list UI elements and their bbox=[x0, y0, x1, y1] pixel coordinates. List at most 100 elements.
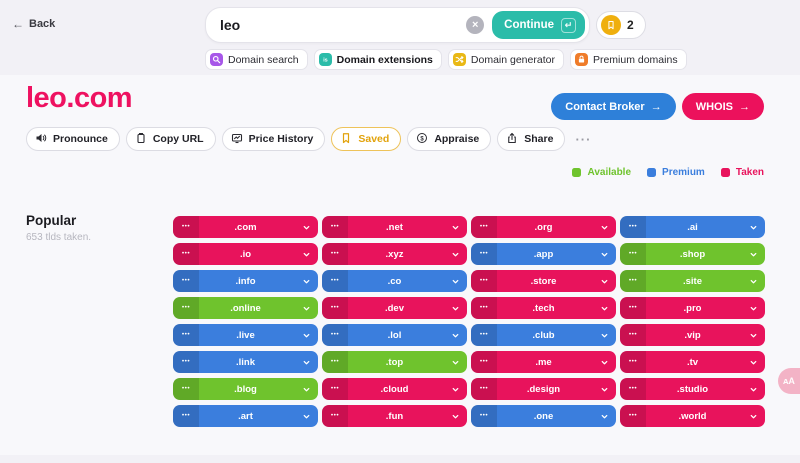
appraise-button[interactable]: $ Appraise bbox=[407, 127, 492, 151]
chevron-down-icon[interactable] bbox=[741, 351, 765, 373]
chevron-down-icon[interactable] bbox=[592, 378, 616, 400]
chevron-down-icon[interactable] bbox=[294, 324, 318, 346]
tld-options-button[interactable]: ••• bbox=[471, 216, 497, 238]
tld-pill-world[interactable]: ••• .world bbox=[620, 405, 765, 427]
chevron-down-icon[interactable] bbox=[741, 378, 765, 400]
chevron-down-icon[interactable] bbox=[592, 297, 616, 319]
more-actions-button[interactable]: ··· bbox=[571, 132, 595, 147]
tld-options-button[interactable]: ••• bbox=[620, 216, 646, 238]
tld-options-button[interactable]: ••• bbox=[620, 351, 646, 373]
tld-pill-one[interactable]: ••• .one bbox=[471, 405, 616, 427]
tld-options-button[interactable]: ••• bbox=[173, 405, 199, 427]
chevron-down-icon[interactable] bbox=[294, 297, 318, 319]
tld-options-button[interactable]: ••• bbox=[173, 297, 199, 319]
chevron-down-icon[interactable] bbox=[592, 324, 616, 346]
clear-search-button[interactable]: × bbox=[466, 16, 485, 34]
tld-options-button[interactable]: ••• bbox=[471, 405, 497, 427]
tld-options-button[interactable]: ••• bbox=[471, 378, 497, 400]
tld-pill-com[interactable]: ••• .com bbox=[173, 216, 318, 238]
chevron-down-icon[interactable] bbox=[294, 405, 318, 427]
whois-button[interactable]: WHOIS → bbox=[681, 93, 764, 120]
tld-options-button[interactable]: ••• bbox=[620, 405, 646, 427]
price-history-button[interactable]: Price History bbox=[221, 127, 326, 151]
tld-options-button[interactable]: ••• bbox=[471, 324, 497, 346]
tld-options-button[interactable]: ••• bbox=[322, 216, 348, 238]
saved-domains-counter[interactable]: 2 bbox=[596, 11, 646, 39]
tld-pill-vip[interactable]: ••• .vip bbox=[620, 324, 765, 346]
tld-pill-me[interactable]: ••• .me bbox=[471, 351, 616, 373]
tld-options-button[interactable]: ••• bbox=[173, 378, 199, 400]
tld-pill-tv[interactable]: ••• .tv bbox=[620, 351, 765, 373]
chevron-down-icon[interactable] bbox=[741, 324, 765, 346]
tld-options-button[interactable]: ••• bbox=[322, 270, 348, 292]
chevron-down-icon[interactable] bbox=[294, 270, 318, 292]
tld-pill-xyz[interactable]: ••• .xyz bbox=[322, 243, 467, 265]
chevron-down-icon[interactable] bbox=[443, 270, 467, 292]
tld-pill-design[interactable]: ••• .design bbox=[471, 378, 616, 400]
tld-pill-app[interactable]: ••• .app bbox=[471, 243, 616, 265]
tld-pill-art[interactable]: ••• .art bbox=[173, 405, 318, 427]
chevron-down-icon[interactable] bbox=[443, 243, 467, 265]
saved-button[interactable]: Saved bbox=[331, 127, 402, 151]
continue-button[interactable]: Continue ↵ bbox=[492, 11, 585, 39]
tld-pill-link[interactable]: ••• .link bbox=[173, 351, 318, 373]
chevron-down-icon[interactable] bbox=[592, 351, 616, 373]
tld-pill-tech[interactable]: ••• .tech bbox=[471, 297, 616, 319]
tab-premium-domains[interactable]: Premium domains bbox=[569, 49, 687, 70]
tld-pill-blog[interactable]: ••• .blog bbox=[173, 378, 318, 400]
chevron-down-icon[interactable] bbox=[443, 324, 467, 346]
chevron-down-icon[interactable] bbox=[443, 216, 467, 238]
tld-options-button[interactable]: ••• bbox=[620, 378, 646, 400]
tld-pill-live[interactable]: ••• .live bbox=[173, 324, 318, 346]
tld-options-button[interactable]: ••• bbox=[322, 405, 348, 427]
tld-options-button[interactable]: ••• bbox=[322, 324, 348, 346]
chevron-down-icon[interactable] bbox=[443, 405, 467, 427]
pronounce-button[interactable]: Pronounce bbox=[26, 127, 120, 151]
tld-options-button[interactable]: ••• bbox=[620, 297, 646, 319]
tld-options-button[interactable]: ••• bbox=[173, 324, 199, 346]
share-button[interactable]: Share bbox=[497, 127, 566, 151]
tld-pill-net[interactable]: ••• .net bbox=[322, 216, 467, 238]
tab-domain-extensions[interactable]: is Domain extensions bbox=[313, 49, 442, 70]
tld-options-button[interactable]: ••• bbox=[173, 216, 199, 238]
tld-pill-cloud[interactable]: ••• .cloud bbox=[322, 378, 467, 400]
tld-options-button[interactable]: ••• bbox=[322, 243, 348, 265]
chevron-down-icon[interactable] bbox=[592, 405, 616, 427]
tld-options-button[interactable]: ••• bbox=[471, 351, 497, 373]
tld-options-button[interactable]: ••• bbox=[322, 378, 348, 400]
tld-options-button[interactable]: ••• bbox=[173, 243, 199, 265]
search-input[interactable] bbox=[206, 17, 467, 33]
copy-url-button[interactable]: Copy URL bbox=[125, 127, 216, 151]
tld-pill-shop[interactable]: ••• .shop bbox=[620, 243, 765, 265]
tld-options-button[interactable]: ••• bbox=[173, 351, 199, 373]
chevron-down-icon[interactable] bbox=[294, 216, 318, 238]
chevron-down-icon[interactable] bbox=[294, 351, 318, 373]
tld-pill-io[interactable]: ••• .io bbox=[173, 243, 318, 265]
tld-pill-fun[interactable]: ••• .fun bbox=[322, 405, 467, 427]
chevron-down-icon[interactable] bbox=[443, 378, 467, 400]
tld-pill-pro[interactable]: ••• .pro bbox=[620, 297, 765, 319]
chevron-down-icon[interactable] bbox=[741, 270, 765, 292]
tld-pill-top[interactable]: ••• .top bbox=[322, 351, 467, 373]
tld-options-button[interactable]: ••• bbox=[620, 324, 646, 346]
chevron-down-icon[interactable] bbox=[741, 405, 765, 427]
tld-options-button[interactable]: ••• bbox=[620, 270, 646, 292]
tld-pill-org[interactable]: ••• .org bbox=[471, 216, 616, 238]
tld-pill-online[interactable]: ••• .online bbox=[173, 297, 318, 319]
chevron-down-icon[interactable] bbox=[592, 243, 616, 265]
tld-pill-site[interactable]: ••• .site bbox=[620, 270, 765, 292]
tld-pill-studio[interactable]: ••• .studio bbox=[620, 378, 765, 400]
tld-pill-club[interactable]: ••• .club bbox=[471, 324, 616, 346]
back-button[interactable]: ← Back bbox=[12, 17, 55, 31]
chevron-down-icon[interactable] bbox=[741, 297, 765, 319]
chevron-down-icon[interactable] bbox=[741, 216, 765, 238]
chevron-down-icon[interactable] bbox=[592, 270, 616, 292]
tld-pill-store[interactable]: ••• .store bbox=[471, 270, 616, 292]
tab-domain-search[interactable]: Domain search bbox=[205, 49, 308, 70]
contact-broker-button[interactable]: Contact Broker → bbox=[551, 93, 676, 120]
tld-options-button[interactable]: ••• bbox=[620, 243, 646, 265]
chevron-down-icon[interactable] bbox=[443, 297, 467, 319]
tab-domain-generator[interactable]: Domain generator bbox=[447, 49, 564, 70]
tld-pill-co[interactable]: ••• .co bbox=[322, 270, 467, 292]
tld-options-button[interactable]: ••• bbox=[471, 297, 497, 319]
